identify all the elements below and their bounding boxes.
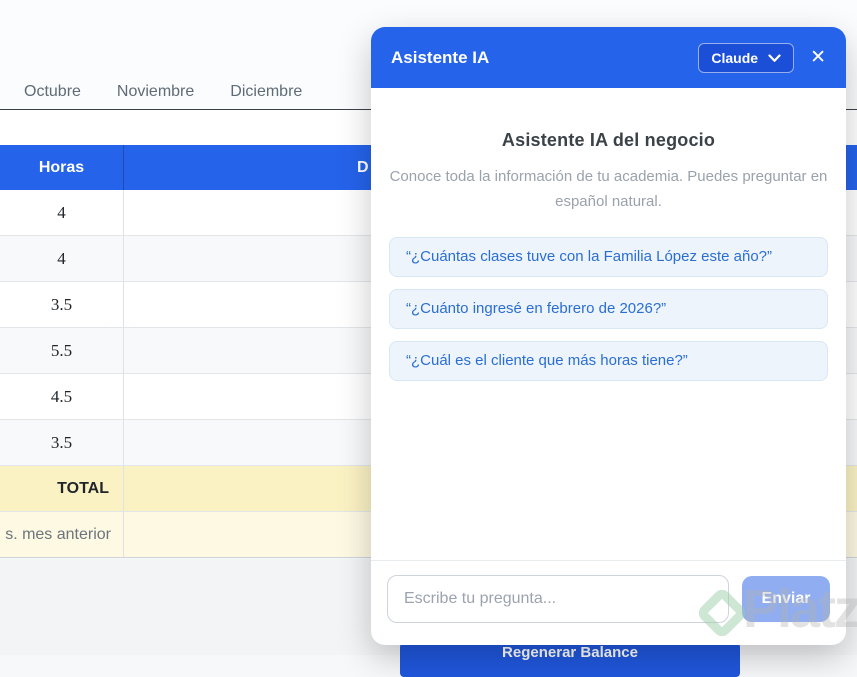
model-select[interactable]: Claude: [698, 42, 795, 73]
regenerar-balance-button[interactable]: Regenerar Balance: [400, 643, 740, 677]
tab-diciembre[interactable]: Diciembre: [230, 82, 303, 100]
send-button[interactable]: Enviar: [742, 576, 830, 622]
suggestion-list: “¿Cuántas clases tuve con la Familia Lóp…: [371, 236, 846, 381]
chevron-down-icon: [768, 50, 781, 66]
tab-noviembre[interactable]: Noviembre: [116, 82, 195, 100]
prev-month-label: s. mes anterior: [0, 512, 124, 557]
total-label: TOTAL: [0, 466, 124, 511]
model-select-value: Claude: [711, 49, 759, 66]
second-column-header: D: [357, 158, 369, 176]
hours-cell: 4: [0, 190, 124, 235]
hours-column-header: Horas: [0, 145, 124, 190]
hours-cell: 4.5: [0, 374, 124, 419]
close-icon[interactable]: ✕: [810, 47, 826, 68]
hours-cell: 3.5: [0, 420, 124, 465]
assistant-description: Conoce toda la información de tu academi…: [389, 168, 828, 210]
suggestion-question-1[interactable]: “¿Cuántas clases tuve con la Familia Lóp…: [389, 236, 828, 277]
hours-cell: 5.5: [0, 328, 124, 373]
hours-cell: 3.5: [0, 282, 124, 327]
modal-title: Asistente IA: [391, 47, 490, 67]
suggestion-question-3[interactable]: “¿Cuál es el cliente que más horas tiene…: [389, 340, 828, 381]
ai-assistant-modal: Asistente IA Claude ✕ Asistente IA del n…: [371, 27, 846, 645]
modal-body: Asistente IA del negocio Conoce toda la …: [371, 88, 846, 560]
question-input[interactable]: [387, 575, 729, 623]
assistant-heading: Asistente IA del negocio: [501, 130, 716, 150]
suggestion-question-2[interactable]: “¿Cuánto ingresé en febrero de 2026?”: [389, 288, 828, 329]
hours-cell: 4: [0, 236, 124, 281]
modal-header: Asistente IA Claude ✕: [371, 27, 846, 88]
modal-footer: Enviar: [371, 560, 846, 645]
tab-octubre[interactable]: Octubre: [24, 82, 81, 100]
